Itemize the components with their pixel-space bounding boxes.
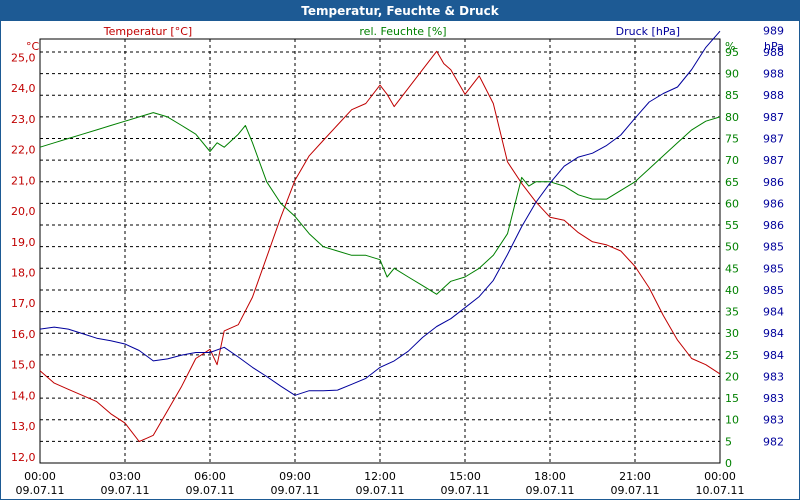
temperature-legend: Temperatur [°C] bbox=[103, 25, 192, 38]
temperature-tick-label: 19,0 bbox=[11, 236, 36, 249]
x-tick-time: 12:00 bbox=[364, 470, 396, 483]
humidity-unit-label: % bbox=[725, 40, 735, 53]
x-tick-date: 09.07.11 bbox=[16, 484, 65, 497]
pressure-unit-label: hPa bbox=[764, 40, 784, 53]
humidity-tick-label: 5 bbox=[725, 435, 732, 448]
pressure-tick-label: 987 bbox=[763, 133, 784, 146]
pressure-tick-label: 986 bbox=[763, 176, 784, 189]
temperature-tick-label: 12,0 bbox=[11, 451, 36, 464]
humidity-tick-label: 85 bbox=[725, 89, 739, 102]
humidity-tick-label: 95 bbox=[725, 46, 739, 59]
temperature-tick-label: 18,0 bbox=[11, 267, 36, 280]
temperature-tick-label: 21,0 bbox=[11, 174, 36, 187]
x-tick-time: 18:00 bbox=[534, 470, 566, 483]
x-tick-date: 09.07.11 bbox=[441, 484, 490, 497]
pressure-tick-label: 986 bbox=[763, 219, 784, 232]
humidity-tick-label: 10 bbox=[725, 414, 739, 427]
temperature-unit-label: °C bbox=[26, 40, 40, 53]
humidity-tick-label: 60 bbox=[725, 197, 739, 210]
x-tick-date: 09.07.11 bbox=[356, 484, 405, 497]
humidity-tick-label: 25 bbox=[725, 349, 739, 362]
pressure-tick-label: 983 bbox=[763, 414, 784, 427]
temperature-tick-label: 14,0 bbox=[11, 389, 36, 402]
x-tick-time: 03:00 bbox=[109, 470, 141, 483]
pressure-tick-label: 984 bbox=[763, 349, 784, 362]
humidity-tick-label: 40 bbox=[725, 284, 739, 297]
humidity-tick-label: 0 bbox=[725, 457, 732, 470]
pressure-tick-label: 984 bbox=[763, 327, 784, 340]
x-tick-time: 00:00 bbox=[24, 470, 56, 483]
humidity-tick-label: 45 bbox=[725, 262, 739, 275]
x-tick-date: 10.07.11 bbox=[696, 484, 745, 497]
pressure-tick-label: 982 bbox=[763, 435, 784, 448]
x-tick-date: 09.07.11 bbox=[271, 484, 320, 497]
humidity-tick-label: 80 bbox=[725, 111, 739, 124]
x-tick-date: 09.07.11 bbox=[526, 484, 575, 497]
pressure-tick-label: 984 bbox=[763, 306, 784, 319]
chart-title: Temperatur, Feuchte & Druck bbox=[1, 1, 799, 21]
pressure-tick-label: 985 bbox=[763, 262, 784, 275]
temperature-tick-label: 17,0 bbox=[11, 297, 36, 310]
pressure-legend: Druck [hPa] bbox=[616, 25, 680, 38]
x-tick-date: 09.07.11 bbox=[101, 484, 150, 497]
temperature-tick-label: 23,0 bbox=[11, 113, 36, 126]
temperature-tick-label: 20,0 bbox=[11, 205, 36, 218]
x-tick-date: 09.07.11 bbox=[611, 484, 660, 497]
humidity-tick-label: 90 bbox=[725, 68, 739, 81]
temperature-tick-label: 24,0 bbox=[11, 82, 36, 95]
humidity-tick-label: 55 bbox=[725, 219, 739, 232]
pressure-tick-label: 988 bbox=[763, 89, 784, 102]
x-tick-time: 21:00 bbox=[619, 470, 651, 483]
humidity-tick-label: 15 bbox=[725, 392, 739, 405]
pressure-tick-label: 985 bbox=[763, 241, 784, 254]
weather-chart: 00:0009.07.1103:0009.07.1106:0009.07.110… bbox=[11, 24, 784, 497]
pressure-tick-label: 987 bbox=[763, 111, 784, 124]
temperature-tick-label: 22,0 bbox=[11, 144, 36, 157]
pressure-tick-label: 985 bbox=[763, 284, 784, 297]
pressure-tick-label: 986 bbox=[763, 197, 784, 210]
pressure-tick-label: 983 bbox=[763, 370, 784, 383]
humidity-tick-label: 20 bbox=[725, 370, 739, 383]
pressure-tick-label: 988 bbox=[763, 46, 784, 59]
temperature-tick-label: 13,0 bbox=[11, 420, 36, 433]
humidity-tick-label: 70 bbox=[725, 154, 739, 167]
x-tick-date: 09.07.11 bbox=[186, 484, 235, 497]
humidity-tick-label: 75 bbox=[725, 133, 739, 146]
temperature-tick-label: 16,0 bbox=[11, 328, 36, 341]
pressure-tick-label: 988 bbox=[763, 68, 784, 81]
x-tick-time: 09:00 bbox=[279, 470, 311, 483]
humidity-tick-label: 50 bbox=[725, 241, 739, 254]
pressure-tick-label: 983 bbox=[763, 392, 784, 405]
humidity-tick-label: 35 bbox=[725, 306, 739, 319]
humidity-legend: rel. Feuchte [%] bbox=[359, 25, 446, 38]
temperature-tick-label: 15,0 bbox=[11, 359, 36, 372]
pressure-tick-label: 987 bbox=[763, 154, 784, 167]
humidity-tick-label: 30 bbox=[725, 327, 739, 340]
x-tick-time: 15:00 bbox=[449, 470, 481, 483]
x-tick-time: 06:00 bbox=[194, 470, 226, 483]
pressure-series-line bbox=[39, 30, 721, 396]
temperature-tick-label: 25,0 bbox=[11, 51, 36, 64]
temperature-series-line bbox=[39, 50, 721, 442]
x-tick-time: 00:00 bbox=[704, 470, 736, 483]
pressure-tick-label: 989 bbox=[763, 24, 784, 37]
humidity-tick-label: 65 bbox=[725, 176, 739, 189]
humidity-series-line bbox=[39, 112, 721, 295]
